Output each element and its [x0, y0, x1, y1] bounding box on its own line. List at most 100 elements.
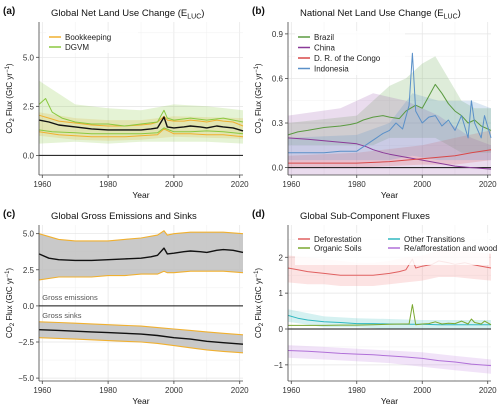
ylabel-superscript: −1 [254, 65, 260, 73]
band-upper-edge [38, 230, 244, 242]
series-line-2 [38, 329, 244, 345]
ylabel-end: ) [254, 268, 263, 271]
ylabel-main: CO [5, 122, 14, 134]
legend-label: Deforestation [314, 235, 362, 244]
series-line-3 [288, 149, 492, 164]
ylabel-superscript: −1 [5, 65, 11, 73]
series-line-1 [38, 247, 244, 262]
y-tick-label: 0 [279, 325, 284, 334]
y-tick-label: 1 [279, 289, 284, 298]
legend-label: DGVM [65, 43, 89, 52]
legend-label: Indonesia [314, 65, 349, 74]
panel-label: (a) [3, 6, 15, 17]
y-axis-label: CO2 Flux (GtC yr−1) [5, 63, 16, 134]
ylabel-rest: Flux (GtC yr [254, 73, 263, 119]
legend-background [46, 31, 138, 53]
title-main: Global Net Land Use Change (E [51, 8, 187, 19]
title-main: National Net Land Use Change (E [300, 8, 444, 19]
legend-label: Organic Soils [314, 244, 362, 253]
series-line-5 [38, 116, 244, 132]
y-tick-label: 0.0 [23, 302, 35, 311]
band-lower-edge [38, 337, 244, 354]
legend-label: Other Transitions [404, 235, 465, 244]
panel-1: (a) Global Net Land Use Change (ELUC) 1960… [3, 6, 249, 200]
series-line-4 [287, 350, 492, 367]
uncertainty-band-1 [39, 230, 243, 280]
y-tick-label: 2 [279, 253, 284, 262]
series-line-1 [38, 114, 244, 127]
ylabel-subscript: 2 [10, 322, 16, 326]
series-line-3 [38, 98, 244, 127]
y-axis-label: CO2 Flux (GtC yr−1) [5, 268, 16, 339]
y-tick-label: 0.0 [272, 164, 284, 173]
y-tick-label: 0.9 [272, 30, 284, 39]
ylabel-superscript: −1 [254, 270, 260, 278]
legend-label: D. R. of the Congo [314, 54, 381, 63]
ylabel-main: CO [254, 122, 263, 134]
ylabel-end: ) [5, 268, 14, 271]
title-end: ) [458, 8, 461, 19]
ylabel-subscript: 2 [10, 118, 16, 122]
x-tick-label: 2020 [479, 180, 497, 189]
series-line-3 [288, 304, 492, 326]
y-tick-label: 0.6 [272, 74, 284, 83]
uncertainty-band-4 [288, 93, 491, 161]
panel-2: (b) National Net Land Use Change (ELUC) 19… [252, 6, 497, 200]
x-tick-label: 1980 [348, 386, 366, 395]
ylabel-main: CO [254, 326, 263, 338]
series-line-2 [287, 314, 491, 326]
y-tick-label: −5.0 [18, 374, 34, 383]
x-axis-label: Year [381, 190, 398, 200]
gridlines [288, 22, 491, 175]
uncertainty-band-2 [39, 80, 243, 144]
title-end: ) [201, 8, 204, 19]
ylabel-rest: Flux (GtC yr [5, 277, 14, 323]
panel-label: (c) [3, 209, 15, 220]
x-tick-label: 1960 [33, 386, 51, 395]
x-tick-label: 2000 [165, 386, 183, 395]
series-line-2 [38, 128, 244, 138]
ylabel-main: CO [5, 326, 14, 338]
panel-label: (b) [252, 6, 265, 17]
panel-title: Global Gross Emissions and Sinks [51, 211, 197, 222]
uncertainty-band-2 [39, 321, 243, 353]
x-tick-label: 1980 [99, 180, 117, 189]
ylabel-subscript: 2 [259, 118, 265, 122]
legend: Deforestation Other Transitions Organic So… [295, 233, 500, 265]
y-tick-label: 5.0 [23, 230, 35, 239]
panel-title: Global Sub-Component Fluxes [300, 211, 430, 222]
annotation-label: Gross emissions [42, 293, 98, 302]
x-tick-label: 2000 [413, 386, 431, 395]
title-main: Global Gross Emissions and Sinks [51, 211, 197, 222]
panel-label: (d) [252, 209, 265, 220]
y-tick-label: −2.5 [18, 338, 34, 347]
ylabel-superscript: −1 [5, 270, 11, 278]
uncertainty-band-3 [288, 130, 491, 168]
x-axis-label: Year [381, 396, 398, 406]
series-line-2 [287, 137, 492, 170]
panel-3: (c) Global Gross Emissions and Sinks Gross… [3, 209, 249, 406]
ylabel-rest: Flux (GtC yr [5, 73, 14, 119]
y-axis-label: CO2 Flux (GtC yr−1) [254, 63, 265, 134]
x-tick-label: 1960 [33, 180, 51, 189]
x-tick-label: 2020 [479, 386, 497, 395]
title-subscript: LUC [444, 14, 458, 21]
uncertainty-band-1 [288, 56, 491, 153]
uncertainty-band-2 [288, 309, 491, 329]
y-tick-label: 2.5 [23, 266, 35, 275]
y-tick-label: 2.5 [23, 102, 35, 111]
x-axis-label: Year [132, 396, 149, 406]
x-axis-label: Year [132, 190, 149, 200]
ylabel-end: ) [254, 63, 263, 66]
x-tick-label: 1980 [348, 180, 366, 189]
x-tick-label: 1960 [282, 386, 300, 395]
ylabel-subscript: 2 [259, 322, 265, 326]
band-lower-edge [38, 270, 244, 281]
title-subscript: LUC [187, 14, 201, 21]
y-tick-label: 0.3 [272, 119, 284, 128]
ylabel-rest: Flux (GtC yr [254, 277, 263, 323]
